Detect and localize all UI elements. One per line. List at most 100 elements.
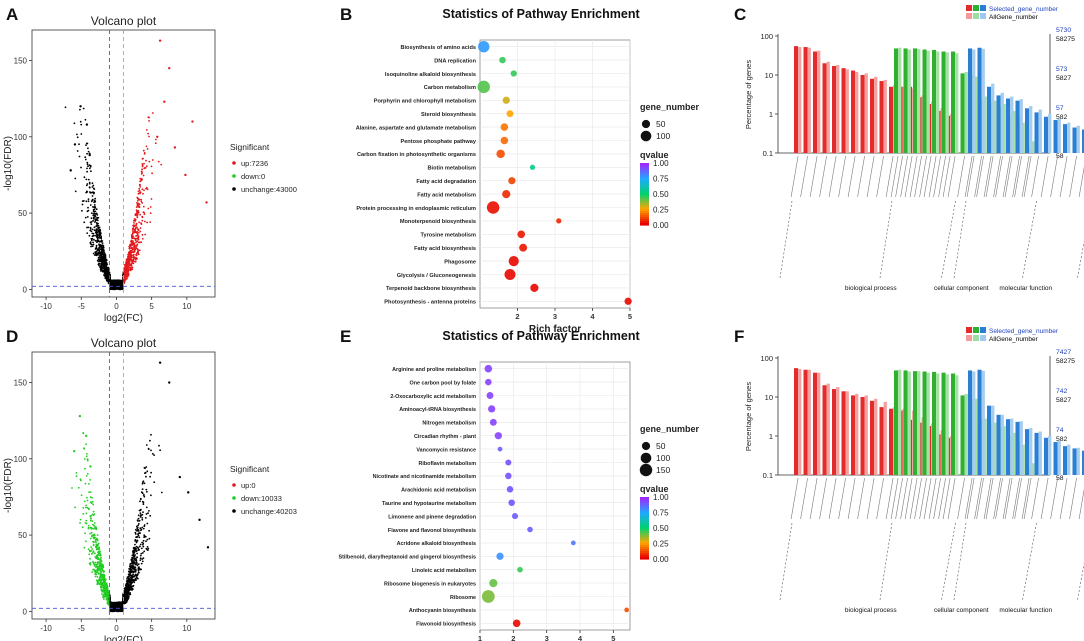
data-point <box>128 256 131 259</box>
data-point <box>103 256 106 259</box>
data-point <box>92 541 95 544</box>
data-point <box>74 190 77 193</box>
data-point <box>132 228 134 231</box>
bar-all <box>936 373 940 475</box>
category-tick-label <box>895 477 903 520</box>
data-point <box>146 148 149 150</box>
y2-tick-label-all: 58 <box>1056 475 1064 482</box>
data-point <box>142 205 145 208</box>
y2-tick-label-all: 582 <box>1056 436 1068 443</box>
color-legend-band <box>640 209 649 212</box>
data-point <box>86 163 89 166</box>
data-point <box>93 238 95 241</box>
x-tick-label: 10 <box>182 302 191 311</box>
legend-swatch <box>980 327 986 333</box>
bar-all <box>1076 125 1080 153</box>
bar-all <box>1031 141 1035 153</box>
data-point <box>80 166 82 169</box>
pathway-label: Fatty acid metabolism <box>417 192 476 198</box>
data-point <box>99 554 102 557</box>
data-point <box>205 201 208 204</box>
pathway-label: Stilbenoid, diarylheptanoid and gingerol… <box>339 555 476 561</box>
bar-all <box>864 73 868 153</box>
data-point <box>86 499 89 502</box>
data-point <box>71 487 73 489</box>
data-point <box>95 557 98 560</box>
bar-selected <box>1053 120 1058 153</box>
data-point <box>198 518 201 522</box>
data-point <box>145 444 148 446</box>
color-legend-band <box>640 165 649 168</box>
legend-title: Significant <box>230 142 270 152</box>
size-legend-title: gene_number <box>640 102 700 112</box>
data-point <box>105 267 107 270</box>
data-point <box>91 186 94 188</box>
data-point <box>141 560 144 563</box>
category-tick-label <box>819 155 827 198</box>
data-point <box>138 241 141 244</box>
group-bracket <box>941 200 956 279</box>
data-point <box>85 522 88 525</box>
data-point <box>120 279 123 282</box>
pathway-label: Nicotinate and nicotinamide metabolism <box>373 474 477 480</box>
bar-selected <box>851 70 856 153</box>
category-tick-label <box>995 477 1003 520</box>
data-point <box>94 575 97 578</box>
pathway-label: Carbon metabolism <box>424 85 476 91</box>
data-point <box>83 500 86 503</box>
data-point <box>97 556 99 559</box>
data-point <box>132 258 135 261</box>
data-point <box>158 444 160 447</box>
data-point <box>104 254 106 257</box>
color-legend-band <box>640 167 649 170</box>
data-point <box>90 230 93 233</box>
data-point <box>144 220 146 223</box>
data-point <box>115 602 118 605</box>
data-point <box>76 150 79 152</box>
data-point <box>124 595 126 598</box>
bar-all <box>1019 421 1023 475</box>
data-point <box>134 566 137 569</box>
data-point <box>92 243 95 246</box>
y2-tick-label-selected: 742 <box>1056 388 1068 395</box>
bar-all <box>981 48 985 153</box>
group-bracket <box>1022 200 1037 279</box>
data-point <box>140 241 143 244</box>
y-axis-label: Percentage of genes <box>744 382 753 451</box>
data-point <box>84 118 87 121</box>
data-point <box>92 187 95 190</box>
data-point <box>95 208 98 211</box>
data-point <box>101 262 103 265</box>
data-point <box>98 583 101 586</box>
data-point <box>86 167 88 170</box>
bar-selected <box>1034 112 1039 153</box>
data-point <box>129 581 132 584</box>
data-point <box>143 550 146 553</box>
y-tick-label: 150 <box>14 57 28 66</box>
bar-all <box>993 422 997 475</box>
y-axis-label: -log10(FDR) <box>3 458 14 513</box>
data-point <box>130 240 132 243</box>
data-point <box>91 520 94 522</box>
data-point <box>83 458 86 460</box>
data-point <box>132 547 135 550</box>
data-point <box>111 282 113 285</box>
data-point <box>84 434 88 438</box>
data-point <box>134 248 137 251</box>
bubble <box>486 392 494 399</box>
data-point <box>96 571 99 574</box>
pathway-label: Photosynthesis - antenna proteins <box>384 300 476 306</box>
bubble <box>506 486 514 493</box>
color-legend-band <box>640 503 649 506</box>
bubble <box>481 590 495 603</box>
data-point <box>125 587 127 590</box>
legend-label: Selected_gene_number <box>989 6 1059 13</box>
data-point <box>136 199 139 202</box>
data-point <box>129 574 132 577</box>
data-point <box>150 494 152 497</box>
bar-selected <box>832 66 837 153</box>
category-tick-label <box>976 155 984 198</box>
data-point <box>151 452 154 455</box>
bar-all <box>1057 118 1061 153</box>
category-tick-label <box>1040 477 1049 520</box>
